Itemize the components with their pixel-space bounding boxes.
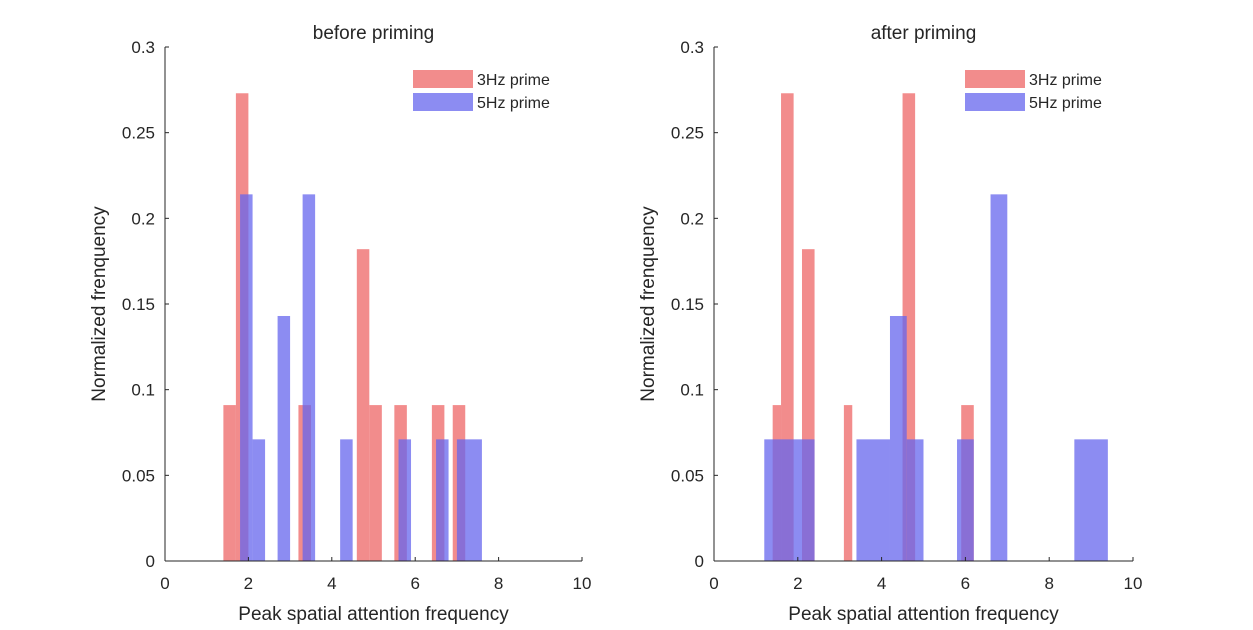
- y-tick-label: 0.2: [131, 209, 155, 228]
- histogram-bar: [398, 439, 412, 561]
- x-axis-label: Peak spatial attention frequency: [238, 604, 509, 625]
- histogram-bar: [369, 405, 382, 561]
- x-tick-label: 6: [410, 574, 419, 593]
- y-tick-label: 0.15: [122, 295, 155, 314]
- histogram-bar: [240, 194, 253, 561]
- y-tick-label: 0: [146, 552, 155, 571]
- y-axis-label: Normalized frenquency: [89, 206, 110, 402]
- y-tick-label: 0.05: [122, 466, 155, 485]
- x-tick-label: 6: [961, 574, 970, 593]
- legend: 3Hz prime 5Hz prime: [413, 70, 550, 112]
- x-tick-label: 0: [709, 574, 718, 593]
- histogram-bar: [990, 194, 1008, 561]
- legend-swatch: [413, 93, 473, 111]
- histogram-bar: [223, 405, 236, 561]
- histogram-bar: [456, 439, 482, 561]
- x-tick-label: 10: [1124, 574, 1143, 593]
- x-tick-label: 10: [573, 574, 592, 593]
- y-tick-label: 0.25: [122, 124, 155, 143]
- y-tick-label: 0.2: [680, 209, 704, 228]
- legend-label: 5Hz prime: [477, 95, 550, 112]
- y-tick-label: 0: [695, 552, 704, 571]
- histogram-bar: [340, 439, 353, 561]
- chart-title: before priming: [313, 23, 434, 44]
- chart-title: after priming: [871, 23, 977, 44]
- histogram-bar: [356, 249, 370, 561]
- legend: 3Hz prime 5Hz prime: [965, 70, 1102, 112]
- histogram-bar: [436, 439, 449, 561]
- histogram-bar: [843, 405, 853, 561]
- x-tick-label: 4: [877, 574, 886, 593]
- histogram-bar: [277, 315, 291, 561]
- panel-after-priming: 0 2 4 6 8 10 0 0.05 0.1 0.15 0.2 0.25 0.3 after primi…: [638, 23, 1142, 625]
- y-tick-label: 0.25: [671, 124, 704, 143]
- y-tick-label: 0.1: [131, 381, 155, 400]
- y-tick-label: 0.15: [671, 295, 704, 314]
- histogram-bar: [906, 439, 924, 561]
- histogram-bar: [1074, 439, 1108, 561]
- x-tick-label: 8: [1044, 574, 1053, 593]
- histogram-bar: [889, 315, 907, 561]
- legend-swatch: [965, 93, 1025, 111]
- x-tick-label: 2: [793, 574, 802, 593]
- legend-label: 3Hz prime: [477, 72, 550, 89]
- series-5hz: [240, 194, 482, 561]
- x-axis-label: Peak spatial attention frequency: [788, 604, 1059, 625]
- x-tick-label: 0: [160, 574, 169, 593]
- histogram-bar: [957, 439, 974, 561]
- y-tick-label: 0.3: [680, 38, 704, 57]
- legend-label: 3Hz prime: [1029, 72, 1102, 89]
- y-tick-label: 0.3: [131, 38, 155, 57]
- legend-swatch: [965, 70, 1025, 88]
- histogram-bar: [302, 194, 316, 561]
- x-tick-label: 2: [244, 574, 253, 593]
- legend-label: 5Hz prime: [1029, 95, 1102, 112]
- y-tick-label: 0.1: [680, 381, 704, 400]
- histogram-bar: [764, 439, 815, 561]
- legend-swatch: [413, 70, 473, 88]
- panel-before-priming: 0 2 4 6 8 10 0 0.05 0.1 0.15 0.2 0.25 0.3 before prim…: [89, 23, 591, 625]
- series-5hz: [764, 194, 1108, 561]
- histogram-bar: [252, 439, 266, 561]
- y-tick-label: 0.05: [671, 466, 704, 485]
- y-axis-label: Normalized frenquency: [638, 206, 659, 402]
- histogram-bar: [856, 439, 890, 561]
- x-tick-label: 8: [494, 574, 503, 593]
- x-tick-label: 4: [327, 574, 336, 593]
